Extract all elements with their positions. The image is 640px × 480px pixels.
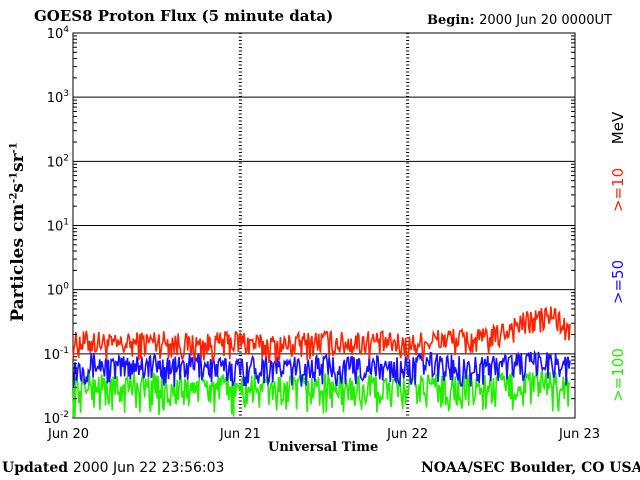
y-tick-label: 104 bbox=[47, 25, 70, 42]
chart-title: GOES8 Proton Flux (5 minute data) bbox=[34, 7, 334, 25]
series-line bbox=[72, 349, 571, 388]
series-line bbox=[72, 370, 571, 418]
y-tick-label: 101 bbox=[47, 218, 69, 235]
grid-lines bbox=[73, 33, 575, 418]
x-tick-label: Jun 23 bbox=[558, 427, 600, 442]
begin-value: 2000 Jun 20 0000UT bbox=[479, 13, 612, 28]
updated-label: Updated bbox=[2, 460, 69, 476]
x-axis-label: Universal Time bbox=[268, 440, 379, 455]
x-tick-label: Jun 22 bbox=[386, 427, 428, 442]
y-tick-label: 102 bbox=[47, 153, 69, 170]
y-tick-label: 100 bbox=[47, 282, 70, 299]
legend-ge10: >=10 bbox=[609, 167, 627, 213]
begin-time: Begin: 2000 Jun 20 0000UT bbox=[427, 13, 612, 28]
credit-line: NOAA/SEC Boulder, CO USA bbox=[421, 460, 640, 476]
x-tick-label: Jun 21 bbox=[219, 427, 261, 442]
updated-value: 2000 Jun 22 23:56:03 bbox=[72, 460, 225, 476]
updated-timestamp: Updated 2000 Jun 22 23:56:03 bbox=[2, 460, 224, 476]
legend-ge100: >=100 bbox=[609, 348, 627, 402]
series-line bbox=[72, 306, 571, 364]
tick-group: 10-2 10-1 100 101 102 103 104 Jun 20 Jun 21 Jun 2… bbox=[43, 25, 600, 442]
x-tick-label: Jun 20 bbox=[47, 427, 89, 442]
y-tick-label: 103 bbox=[47, 89, 69, 106]
begin-label: Begin: bbox=[427, 13, 475, 28]
series-group bbox=[72, 306, 571, 418]
legend-unit: MeV bbox=[609, 111, 627, 145]
y-tick-label: 10-1 bbox=[43, 346, 69, 363]
y-axis-label: Particles cm-2s-1sr-1 bbox=[8, 142, 28, 322]
y-tick-label: 10-2 bbox=[43, 410, 69, 427]
legend-ge50: >=50 bbox=[609, 259, 627, 305]
